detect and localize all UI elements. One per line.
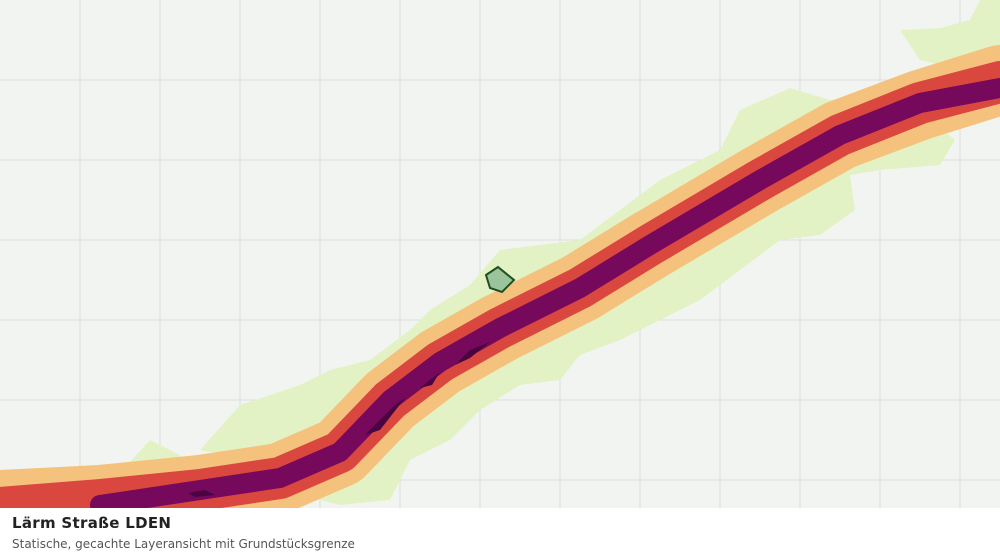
noise-band-highest [188,342,490,497]
layer-title: Lärm Straße LDEN [12,514,172,532]
noise-band-high [90,78,1000,508]
layer-subtitle: Statische, gecachte Layeransicht mit Gru… [12,537,355,551]
parcel-boundary [484,265,516,294]
noise-layer [0,0,1000,508]
map-canvas [0,0,1000,508]
noise-band-lowest [0,0,1000,508]
info-panel: Lärm Straße LDEN Statische, gecachte Lay… [0,508,1000,560]
